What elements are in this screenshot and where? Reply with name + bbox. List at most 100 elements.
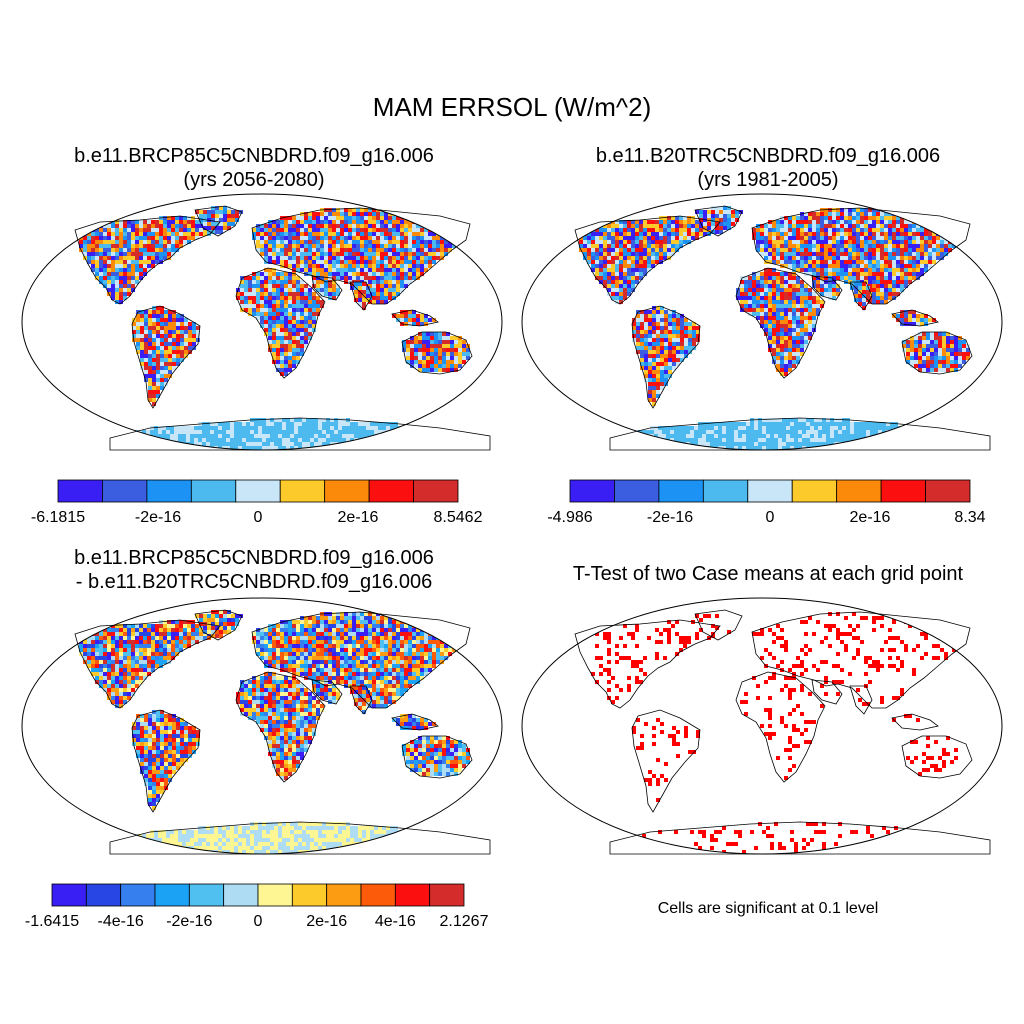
panel-title-diff-line2: - b.e11.B20TRC5CNBDRD.f09_g16.006 (75, 571, 433, 593)
colorbar-label: 2.1267 (440, 913, 489, 930)
coastline-australia (901, 331, 973, 375)
coastline-greenland (194, 205, 243, 237)
coastline-south-america (631, 709, 701, 813)
coastline-north-america (574, 215, 721, 305)
colorbar-box (413, 479, 459, 503)
colorbar-label: 4e-16 (375, 913, 416, 930)
coastline-africa (235, 671, 326, 783)
coastline-antarctica (109, 821, 491, 855)
colorbar-box (51, 883, 87, 907)
coastline-india (349, 281, 373, 311)
map-grid-cells (75, 610, 490, 854)
map-frame (521, 193, 1003, 451)
colorbar-box (368, 479, 414, 503)
map-frame (21, 193, 503, 451)
colorbar-label: -4e-16 (98, 913, 144, 930)
coastline-europe-asia (251, 611, 471, 709)
panel-title-diff-line1: b.e11.BRCP85C5CNBDRD.f09_g16.006 (74, 547, 434, 569)
panel-title-case1-line2: (yrs 2056-2080) (183, 169, 325, 191)
colorbar-box (702, 479, 749, 503)
map-frame (521, 597, 1003, 855)
map-grid-cells (575, 206, 990, 450)
colorbar-box (146, 479, 192, 503)
coastline-north-america (574, 619, 721, 709)
colorbar-label: 0 (254, 509, 263, 526)
colorbar-label: -6.1815 (31, 509, 85, 526)
colorbar-box (85, 883, 122, 907)
coastline-europe-asia (751, 207, 971, 305)
colorbar-box (102, 479, 148, 503)
coastline-africa (735, 267, 826, 379)
colorbar-label: 2e-16 (338, 509, 379, 526)
colorbar-box (279, 479, 326, 503)
coastline-south-america (631, 305, 701, 409)
colorbar-label: 0 (254, 913, 263, 930)
coastline-north-america (74, 619, 221, 709)
colorbar-label: 8.34 (954, 509, 985, 526)
colorbar-box (190, 479, 237, 503)
colorbar-label: -4.986 (547, 509, 592, 526)
coastline-greenland (694, 205, 743, 237)
colorbar-box (188, 883, 225, 907)
significance-note: Cells are significant at 0.1 level (657, 900, 879, 917)
coastline-indonesia (391, 309, 439, 327)
coastline-india (349, 685, 373, 715)
panel-title-case1: b.e11.BRCP85C5CNBDRD.f09_g16.006 (yrs 20… (4, 144, 504, 192)
colorbar-case2: -4.986 -2e-16 0 2e-16 8.34 (547, 479, 986, 526)
coastline-arabia (311, 275, 343, 301)
coastline-australia (401, 331, 473, 375)
colorbar-box (324, 479, 370, 503)
coastline-africa (735, 671, 826, 783)
colorbar-label: 0 (766, 509, 775, 526)
coastline-south-america (131, 709, 201, 813)
coastline-greenland (694, 609, 743, 641)
colorbar-label: -2e-16 (135, 509, 181, 526)
colorbar-case1: -6.1815 -2e-16 0 2e-16 8.5462 (31, 479, 483, 526)
colorbar-box (429, 883, 465, 907)
map-frame (21, 597, 503, 855)
coastline-arabia (311, 679, 343, 705)
panel-title-ttest-line1: T-Test of two Case means at each grid po… (572, 563, 964, 585)
panel-title-ttest: T-Test of two Case means at each grid po… (518, 562, 1018, 586)
map-ttest (521, 597, 1003, 855)
colorbar-box (57, 479, 103, 503)
map-grid-cells (587, 612, 978, 854)
coastline-europe-asia (751, 611, 971, 709)
colorbar-label: 8.5462 (434, 509, 483, 526)
map-case1 (21, 193, 503, 451)
coastline-north-america (74, 215, 221, 305)
panel-title-case1-line1: b.e11.BRCP85C5CNBDRD.f09_g16.006 (74, 145, 434, 167)
coastline-indonesia (891, 713, 939, 731)
coastline-south-america (131, 305, 201, 409)
colorbar-box (154, 883, 190, 907)
coastline-europe-asia (251, 207, 471, 305)
panel-title-case2-line1: b.e11.B20TRC5CNBDRD.f09_g16.006 (595, 145, 941, 167)
coastline-greenland (194, 609, 243, 641)
colorbar-box (235, 479, 281, 503)
coastline-australia (401, 735, 473, 779)
panel-title-case2-line2: (yrs 1981-2005) (697, 169, 839, 191)
colorbar-box (747, 479, 793, 503)
colorbar-label: -1.6415 (25, 913, 79, 930)
coastline-australia (901, 735, 973, 779)
coastline-antarctica (609, 417, 991, 451)
coastline-antarctica (609, 821, 991, 855)
colorbar-box (394, 883, 431, 907)
colorbar-box (880, 479, 926, 503)
colorbar-box (569, 479, 615, 503)
colorbar-box (360, 883, 396, 907)
colorbar-box (257, 883, 293, 907)
colorbar-box (326, 883, 362, 907)
coastline-africa (235, 267, 326, 379)
colorbar-label: -2e-16 (166, 913, 212, 930)
coastline-indonesia (891, 309, 939, 327)
map-case2 (521, 193, 1003, 451)
colorbar-label: 2e-16 (850, 509, 891, 526)
coastline-indonesia (391, 713, 439, 731)
coastline-arabia (811, 275, 843, 301)
colorbar-box (658, 479, 704, 503)
colorbar-label: -2e-16 (647, 509, 693, 526)
coastline-antarctica (109, 417, 491, 451)
coastline-arabia (811, 679, 843, 705)
